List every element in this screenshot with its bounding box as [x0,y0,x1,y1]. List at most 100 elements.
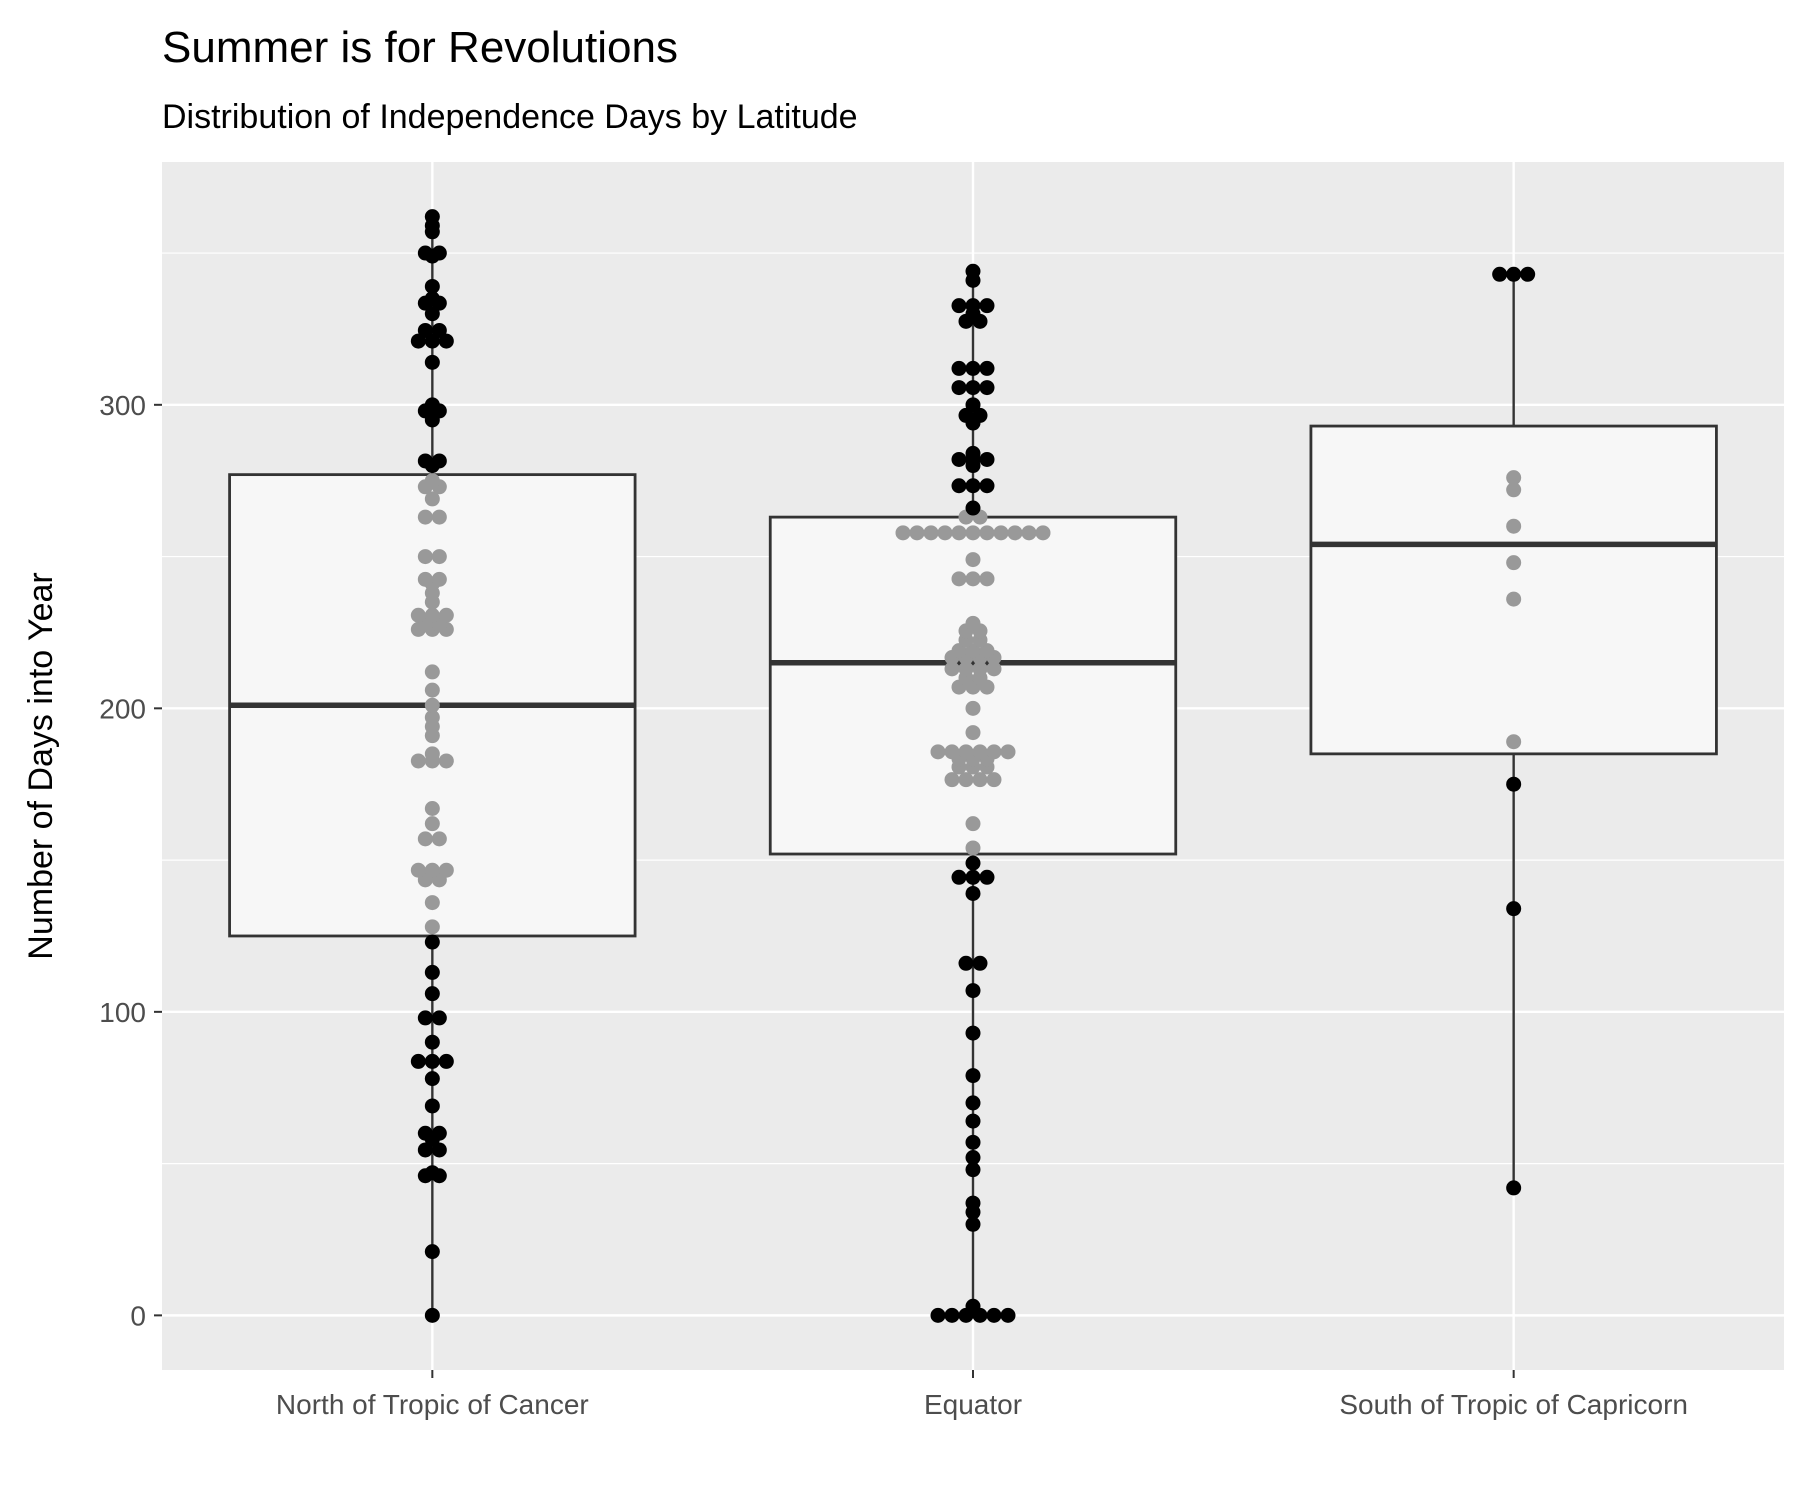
data-point [965,1068,981,1084]
data-point [951,380,967,396]
data-point [424,816,440,832]
data-point [424,1053,440,1069]
data-point [958,661,974,677]
data-point [1520,266,1536,282]
data-point [431,549,447,565]
data-point [965,840,981,856]
data-point [424,209,440,225]
data-point [979,571,995,587]
data-point [424,354,440,370]
data-point [424,473,440,489]
data-point [965,298,981,314]
data-point [986,744,1002,760]
data-point [424,664,440,680]
data-point [424,682,440,698]
data-point [965,263,981,279]
data-point [424,964,440,980]
data-point [958,955,974,971]
data-point [930,744,946,760]
data-point [965,571,981,587]
chart-subtitle: Distribution of Independence Days by Lat… [162,98,858,136]
data-point [1506,555,1522,571]
data-point [944,661,960,677]
y-axis: 0 100 200 300 [99,390,162,1331]
data-point [979,478,995,494]
data-point [431,831,447,847]
data-point [417,571,433,587]
data-point [438,753,454,769]
data-point [972,772,988,788]
x-axis: North of Tropic of Cancer Equator South of… [276,1370,1688,1420]
data-point [424,1244,440,1260]
data-point [979,869,995,885]
data-point [410,333,426,349]
data-point [431,571,447,587]
data-point [958,772,974,788]
data-point [431,509,447,525]
data-point [1506,518,1522,534]
data-point [424,895,440,911]
data-point [965,1025,981,1041]
data-point [417,1010,433,1026]
data-points [410,209,1536,1323]
data-point [965,1162,981,1178]
data-point [424,1307,440,1323]
data-point [979,451,995,467]
data-point [1506,901,1522,917]
data-point [1000,1307,1016,1323]
data-point [410,1053,426,1069]
data-point [424,278,440,294]
data-point [930,1307,946,1323]
data-point [951,478,967,494]
y-tick-label: 100 [99,997,146,1028]
data-point [424,709,440,725]
data-point [424,1034,440,1050]
data-point [417,1125,433,1141]
data-point [417,453,433,469]
data-point [965,500,981,516]
data-point [965,552,981,568]
data-point [965,1113,981,1129]
data-point [417,1142,433,1158]
data-point [965,397,981,413]
data-point [424,397,440,413]
y-tick-label: 0 [130,1300,146,1331]
data-point [979,525,995,541]
data-point [1007,525,1023,541]
data-point [1492,266,1508,282]
data-point [958,744,974,760]
data-point [424,1165,440,1181]
data-point [1506,470,1522,486]
data-point [431,1010,447,1026]
x-tick-label: North of Tropic of Cancer [276,1389,589,1420]
data-point [410,753,426,769]
data-point [944,744,960,760]
data-point [965,380,981,396]
data-point [431,1142,447,1158]
data-point [424,986,440,1002]
data-point [417,245,433,261]
data-point [424,800,440,816]
data-point [965,1216,981,1232]
y-tick-label: 200 [99,693,146,724]
data-point [417,831,433,847]
data-point [937,525,953,541]
data-point [972,407,988,423]
data-point [1021,525,1037,541]
data-point [1000,744,1016,760]
data-point [965,1134,981,1150]
data-point [972,955,988,971]
data-point [965,1298,981,1314]
data-point [410,607,426,623]
data-point [965,478,981,494]
data-point [424,291,440,307]
data-point [951,298,967,314]
data-point [965,1195,981,1211]
data-point [923,525,939,541]
data-point [438,333,454,349]
data-point [417,322,433,338]
data-point [965,643,981,659]
data-point [993,525,1009,541]
data-point [965,1095,981,1111]
